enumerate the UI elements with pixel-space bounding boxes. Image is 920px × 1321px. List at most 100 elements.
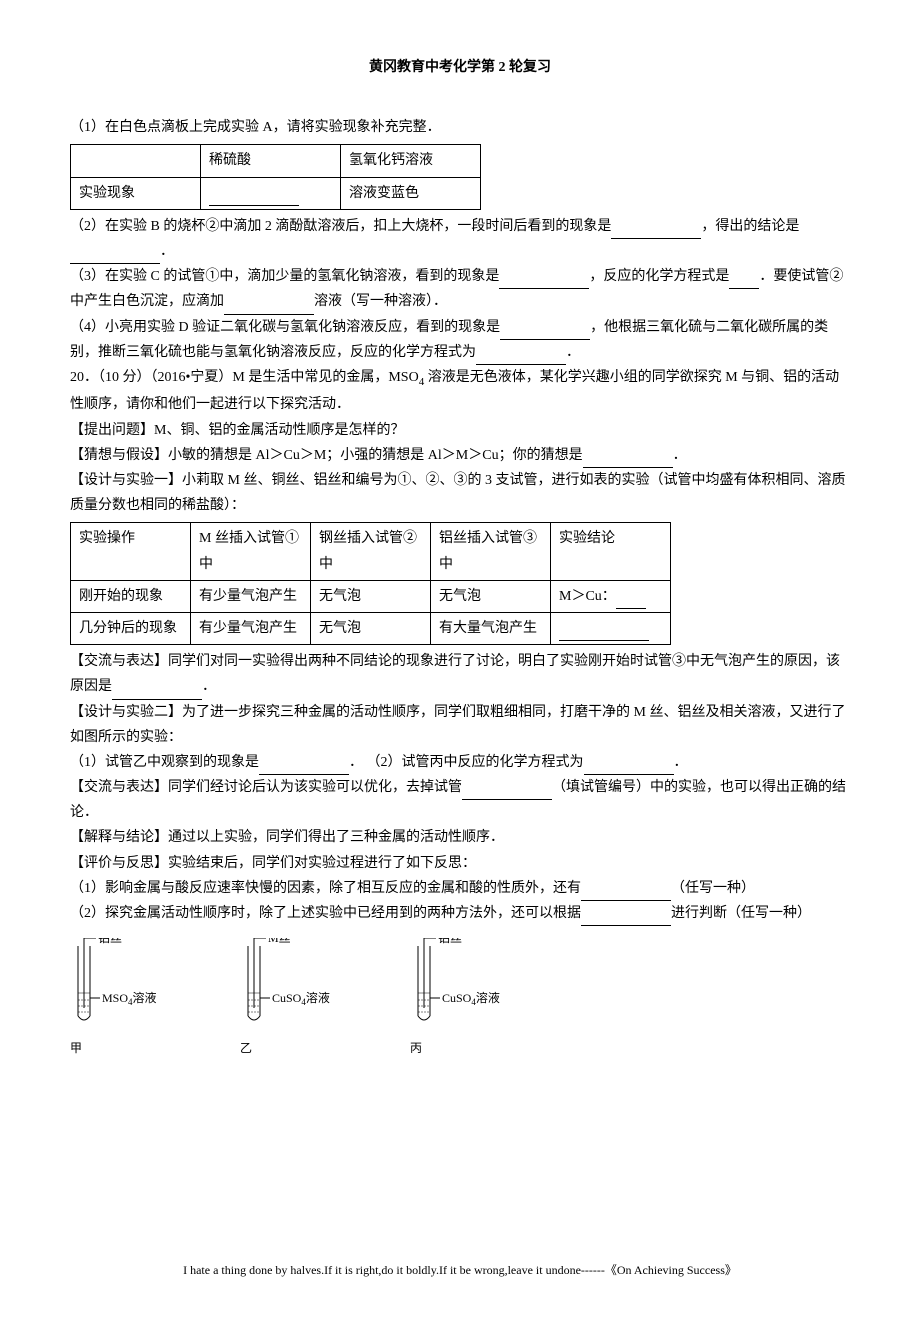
table-row: 几分钟后的现象 有少量气泡产生 无气泡 有大量气泡产生 [71,612,671,644]
text: （2）探究金属活动性顺序时，除了上述实验中已经用到的两种方法外，还可以根据 [70,906,581,921]
blank-fill [583,451,673,468]
tube-yi: M丝 CuSO4溶液 乙 [240,938,360,1060]
q20-sheji1: 【设计与实验一】小莉取 M 丝、铜丝、铝丝和编号为①、②、③的 3 支试管，进行… [70,468,850,518]
cell: 实验操作 [71,523,191,580]
q20-sub1: （1）试管乙中观察到的现象是． （2）试管丙中反应的化学方程式为． [70,750,850,775]
q20-jieshi: 【解释与结论】通过以上实验，同学们得出了三种金属的活动性顺序． [70,825,850,850]
tube-label: 乙 [240,1038,252,1060]
cell: 有少量气泡产生 [191,612,311,644]
q20-intro: 20．（10 分）（2016•宁夏）M 是生活中常见的金属，MSO4 溶液是无色… [70,365,850,418]
text: （任写一种） [671,881,755,896]
table-row: 刚开始的现象 有少量气泡产生 无气泡 无气泡 M＞Cu： [71,580,671,612]
cell: 氢氧化钙溶液 [341,145,481,177]
blank-fill [70,247,160,264]
cell [551,612,671,644]
blank-fill [616,592,646,609]
blank-fill [584,758,674,775]
q20-fansi1: （1）影响金属与酸反应速率快慢的因素，除了相互反应的金属和酸的性质外，还有 （任写… [70,876,850,901]
cell: 实验现象 [71,177,201,209]
text: ，反应的化学方程式是 [589,269,729,284]
text: ． [566,345,580,360]
text: 【交流与表达】同学们经讨论后认为该实验可以优化，去掉试管 [70,780,462,795]
cell: 有大量气泡产生 [431,612,551,644]
cell: 实验结论 [551,523,671,580]
sol-label-a: MSO [102,991,128,1005]
text: 【猜想与假设】小敏的猜想是 Al＞Cu＞M；小强的猜想是 Al＞M＞Cu；你的猜… [70,448,583,463]
q3-text: （3）在实验 C 的试管①中，滴加少量的氢氧化钠溶液，看到的现象是 ，反应的化学方… [70,264,850,314]
text: （3）在实验 C 的试管①中，滴加少量的氢氧化钠溶液，看到的现象是 [70,269,499,284]
q20-caixiang: 【猜想与假设】小敏的猜想是 Al＞Cu＞M；小强的猜想是 Al＞M＞Cu；你的猜… [70,443,850,468]
text: （4）小亮用实验 D 验证二氧化碳与氢氧化钠溶液反应，看到的现象是 [70,320,500,335]
wire-label: 铝丝 [98,938,122,945]
q20-tiwen: 【提出问题】M、铜、铝的金属活动性顺序是怎样的？ [70,418,850,443]
text: ，得出的结论是 [701,219,799,234]
cell: 无气泡 [311,612,431,644]
cell: 几分钟后的现象 [71,612,191,644]
cell [201,177,341,209]
sol-label-b: 溶液 [133,990,157,1005]
cell: 刚开始的现象 [71,580,191,612]
q20-sheji2: 【设计与实验二】为了进一步探究三种金属的活动性顺序，同学们取粗细相同，打磨干净的… [70,700,850,750]
blank-fill [559,624,649,641]
page-header: 黄冈教育中考化学第 2 轮复习 [70,55,850,80]
text: 进行判断（任写一种） [671,906,811,921]
q2-text: （2）在实验 B 的烧杯②中滴加 2 滴酚酞溶液后，扣上大烧杯，一段时间后看到的… [70,214,850,264]
q20-jiaoliu2: 【交流与表达】同学们经讨论后认为该实验可以优化，去掉试管（填试管编号）中的实验，… [70,775,850,825]
blank-fill [462,783,552,800]
cell: M 丝插入试管①中 [191,523,311,580]
q4-text: （4）小亮用实验 D 验证二氧化碳与氢氧化钠溶液反应，看到的现象是，他根据三氧化… [70,315,850,365]
blank-fill [729,273,759,290]
blank-fill [611,222,701,239]
blank-fill [209,189,299,206]
blank-fill [500,323,590,340]
tube-icon: M丝 CuSO4溶液 [240,938,360,1038]
blank-fill [581,909,671,926]
page-footer: I hate a thing done by halves.If it is r… [70,1260,850,1282]
cell: 溶液变蓝色 [341,177,481,209]
q20-pingjia: 【评价与反思】实验结束后，同学们对实验过程进行了如下反思： [70,851,850,876]
text: （2）在实验 B 的烧杯②中滴加 2 滴酚酞溶液后，扣上大烧杯，一段时间后看到的… [70,219,611,234]
blank-fill [224,298,314,315]
cell: 有少量气泡产生 [191,580,311,612]
svg-text:CuSO4溶液: CuSO4溶液 [442,990,500,1007]
sol-label-b: 溶液 [306,990,330,1005]
text: （1）影响金属与酸反应速率快慢的因素，除了相互反应的金属和酸的性质外，还有 [70,881,581,896]
q1-line1: （1）在白色点滴板上完成实验 A，请将实验现象补充完整． [70,115,850,140]
table-row: 稀硫酸 氢氧化钙溶液 [71,145,481,177]
text: ． （2）试管丙中反应的化学方程式为 [349,755,584,770]
text: M＞Cu： [559,589,616,604]
svg-text:CuSO4溶液: CuSO4溶液 [272,990,330,1007]
cell: 铝丝插入试管③中 [431,523,551,580]
blank-fill [259,758,349,775]
cell: 无气泡 [311,580,431,612]
table-experiment-1: 实验操作 M 丝插入试管①中 钢丝插入试管②中 铝丝插入试管③中 实验结论 刚开… [70,522,671,645]
text: 20．（10 分）（2016•宁夏）M 是生活中常见的金属，MSO [70,370,419,385]
blank-fill [476,348,566,365]
cell: M＞Cu： [551,580,671,612]
text: ． [674,755,688,770]
cell: 无气泡 [431,580,551,612]
table-row: 实验现象 溶液变蓝色 [71,177,481,209]
blank-fill [112,683,202,700]
text: ． [673,448,687,463]
tube-diagram-row: 铝丝 MSO4溶液 甲 M丝 CuSO4溶液 乙 [70,938,850,1060]
blank-fill [499,273,589,290]
svg-text:MSO4溶液: MSO4溶液 [102,990,157,1007]
tube-label: 丙 [410,1038,422,1060]
wire-label: 铝丝 [438,938,462,945]
tube-bing: 铝丝 CuSO4溶液 丙 [410,938,530,1060]
blank-fill [581,884,671,901]
tube-icon: 铝丝 MSO4溶液 [70,938,190,1038]
content-body: （1）在白色点滴板上完成实验 A，请将实验现象补充完整． 稀硫酸 氢氧化钙溶液 … [70,115,850,1060]
tube-label: 甲 [70,1038,82,1060]
q20-jiaoliu1: 【交流与表达】同学们对同一实验得出两种不同结论的现象进行了讨论，明白了实验刚开始… [70,649,850,699]
sol-label-a: CuSO [272,991,302,1005]
sol-label-b: 溶液 [476,990,500,1005]
tube-jia: 铝丝 MSO4溶液 甲 [70,938,190,1060]
cell [71,145,201,177]
sol-label-a: CuSO [442,991,472,1005]
cell: 钢丝插入试管②中 [311,523,431,580]
tube-icon: 铝丝 CuSO4溶液 [410,938,530,1038]
table-row: 实验操作 M 丝插入试管①中 钢丝插入试管②中 铝丝插入试管③中 实验结论 [71,523,671,580]
wire-label: M丝 [268,938,291,945]
